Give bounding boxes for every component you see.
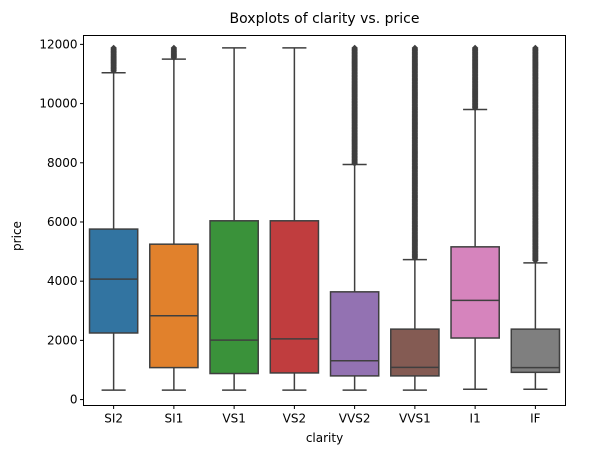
box-vs1 (209, 220, 259, 375)
x-tick-label: VS1 (222, 412, 245, 426)
outlier-point (411, 44, 419, 52)
outlier-point (110, 44, 117, 52)
outlier-point (351, 44, 358, 52)
box-vs2 (269, 220, 320, 374)
y-tick-label: 0 (70, 393, 78, 407)
outlier-point (170, 44, 178, 52)
x-tick-label: SI1 (164, 412, 183, 426)
y-tick-label: 10000 (39, 97, 77, 111)
box-vvs2 (329, 291, 380, 377)
box-vvs1 (390, 328, 440, 377)
x-tick-label: VVS2 (339, 412, 371, 426)
box-if (510, 328, 561, 374)
chart-title: Boxplots of clarity vs. price (230, 11, 420, 27)
plot-frame (83, 35, 566, 406)
y-axis-label: price (10, 221, 24, 251)
x-tick-label: IF (530, 412, 541, 426)
y-tick-label: 12000 (39, 37, 77, 51)
x-axis-label: clarity (306, 431, 343, 445)
x-tick-label: SI2 (104, 412, 123, 426)
plot-area: 0 2000 4000 6000 8000 10000 12000 SI2 SI1 VS1 VS2 V… (39, 37, 561, 426)
y-tick-label: 2000 (47, 333, 78, 347)
box-i1 (450, 246, 500, 339)
x-tick-label: VS2 (283, 412, 306, 426)
y-tick-label: 8000 (47, 156, 78, 170)
x-tick-label: VVS1 (399, 412, 431, 426)
y-tick-label: 4000 (47, 274, 78, 288)
x-tick-label: I1 (470, 412, 481, 426)
box-si1 (149, 243, 199, 369)
outlier-point (532, 44, 539, 52)
outlier-point (471, 44, 479, 52)
box-si2 (88, 228, 139, 334)
y-tick-label: 6000 (47, 215, 78, 229)
